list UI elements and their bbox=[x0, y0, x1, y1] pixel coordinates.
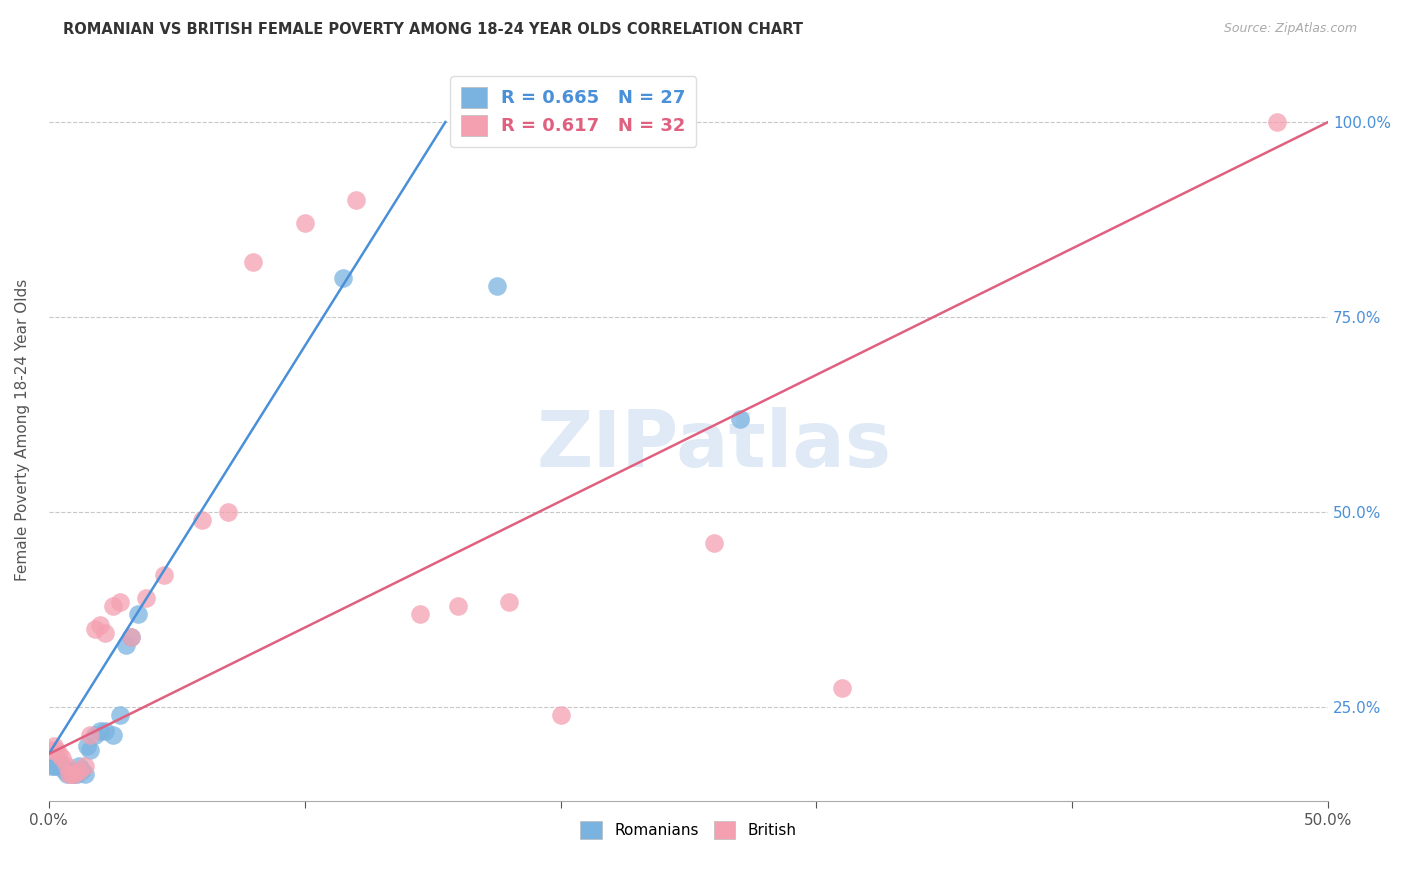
Point bbox=[39, 743, 62, 757]
Point bbox=[153, 567, 176, 582]
Text: Source: ZipAtlas.com: Source: ZipAtlas.com bbox=[1223, 22, 1357, 36]
Point bbox=[63, 766, 86, 780]
Point bbox=[1265, 115, 1288, 129]
Point bbox=[66, 766, 89, 780]
Point bbox=[344, 193, 367, 207]
Point bbox=[135, 591, 157, 605]
Point bbox=[89, 723, 111, 738]
Point bbox=[101, 727, 124, 741]
Point bbox=[51, 751, 73, 765]
Text: ZIPatlas: ZIPatlas bbox=[537, 407, 891, 483]
Point bbox=[60, 766, 83, 780]
Point bbox=[58, 763, 80, 777]
Point bbox=[447, 599, 470, 613]
Point bbox=[55, 758, 77, 772]
Point bbox=[728, 411, 751, 425]
Point bbox=[55, 766, 77, 780]
Point bbox=[39, 758, 62, 772]
Y-axis label: Female Poverty Among 18-24 Year Olds: Female Poverty Among 18-24 Year Olds bbox=[15, 279, 30, 582]
Point bbox=[48, 755, 70, 769]
Point bbox=[70, 763, 93, 777]
Point bbox=[217, 505, 239, 519]
Point bbox=[60, 766, 83, 780]
Point bbox=[73, 758, 96, 772]
Point bbox=[110, 708, 132, 723]
Point bbox=[332, 271, 354, 285]
Point bbox=[73, 766, 96, 780]
Point bbox=[79, 743, 101, 757]
Point bbox=[703, 536, 725, 550]
Point bbox=[79, 727, 101, 741]
Point bbox=[94, 723, 117, 738]
Point bbox=[89, 618, 111, 632]
Point bbox=[114, 638, 136, 652]
Point bbox=[83, 727, 105, 741]
Point bbox=[498, 595, 520, 609]
Point bbox=[63, 766, 86, 780]
Text: ROMANIAN VS BRITISH FEMALE POVERTY AMONG 18-24 YEAR OLDS CORRELATION CHART: ROMANIAN VS BRITISH FEMALE POVERTY AMONG… bbox=[63, 22, 803, 37]
Point bbox=[550, 708, 572, 723]
Point bbox=[45, 758, 67, 772]
Point bbox=[69, 758, 91, 772]
Point bbox=[45, 743, 67, 757]
Point bbox=[51, 758, 73, 772]
Point bbox=[58, 766, 80, 780]
Point bbox=[101, 599, 124, 613]
Point bbox=[42, 758, 65, 772]
Point bbox=[48, 747, 70, 761]
Point bbox=[120, 630, 142, 644]
Point bbox=[94, 626, 117, 640]
Point bbox=[110, 595, 132, 609]
Point bbox=[409, 607, 432, 621]
Point bbox=[42, 739, 65, 754]
Point bbox=[69, 764, 91, 779]
Point bbox=[485, 278, 508, 293]
Point bbox=[294, 217, 316, 231]
Point bbox=[242, 255, 264, 269]
Point bbox=[120, 630, 142, 644]
Point bbox=[53, 763, 76, 777]
Point bbox=[127, 607, 149, 621]
Point bbox=[83, 622, 105, 636]
Point bbox=[191, 513, 214, 527]
Point bbox=[831, 681, 853, 695]
Legend: Romanians, British: Romanians, British bbox=[574, 815, 803, 845]
Point bbox=[76, 739, 98, 754]
